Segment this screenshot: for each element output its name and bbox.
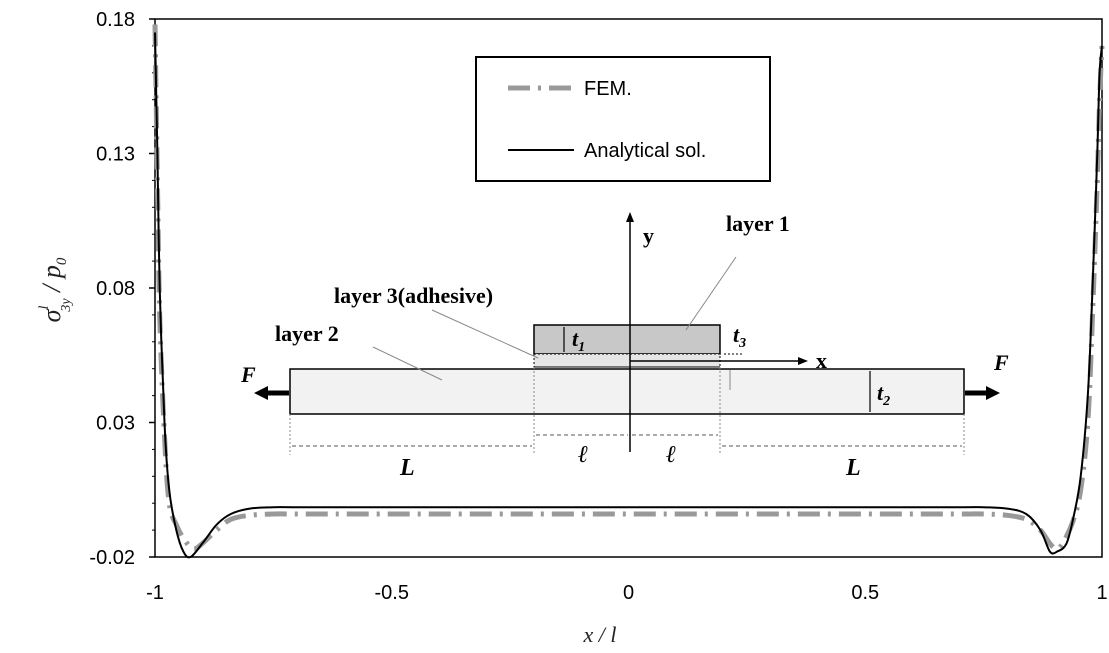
x-arrowhead-icon bbox=[798, 357, 808, 365]
layer2-plate bbox=[289, 368, 965, 415]
force-right-arrowhead-icon bbox=[986, 386, 1000, 400]
legend-label-analytical: Analytical sol. bbox=[584, 140, 706, 162]
x-tick-label: 1 bbox=[1096, 582, 1107, 604]
y-tick-label: 0.13 bbox=[96, 144, 135, 166]
series-line-analytical bbox=[154, 32, 1103, 559]
x-tick-label: -1 bbox=[146, 582, 164, 604]
y-label-sigma: σ bbox=[37, 308, 66, 322]
x-tick-label: 0.5 bbox=[851, 582, 879, 604]
force-left-label: F bbox=[240, 362, 256, 387]
y-arrowhead-icon bbox=[626, 212, 634, 222]
y-tick-label: 0.18 bbox=[96, 9, 135, 31]
y-tick-labels: -0.02 0.03 0.08 0.13 0.18 bbox=[89, 9, 155, 569]
y-tick-label: -0.02 bbox=[89, 547, 135, 569]
inset-x-label: x bbox=[816, 348, 827, 373]
t2-label: t2 bbox=[877, 380, 890, 409]
layer2-leader bbox=[372, 346, 443, 381]
x-tick-label: 0 bbox=[623, 582, 634, 604]
legend: FEM. Analytical sol. bbox=[475, 56, 771, 182]
x-tick-labels: -1 -0.5 0 0.5 1 bbox=[146, 582, 1107, 604]
L-right-label: L bbox=[845, 455, 861, 481]
y-tick-label: 0.03 bbox=[96, 413, 135, 435]
L-left-label: L bbox=[399, 455, 415, 481]
layer2-label: layer 2 bbox=[275, 321, 339, 346]
y-axis-label: σl 3y / p0 bbox=[37, 257, 74, 322]
force-left-arrowhead-icon bbox=[254, 386, 268, 400]
y-label-rest-subscript: 0 bbox=[54, 257, 70, 265]
ell-left-label: ℓ bbox=[578, 442, 588, 468]
joint-schematic-inset: y x layer 1 layer 2 layer 3(adhesive) t1… bbox=[240, 211, 1009, 481]
ell-right-label: ℓ bbox=[666, 442, 676, 468]
layer3-leader bbox=[431, 309, 539, 359]
layer3-label: layer 3(adhesive) bbox=[334, 283, 493, 308]
y-label-rest: / p bbox=[37, 265, 66, 298]
force-right-label: F bbox=[993, 350, 1009, 375]
y-label-superscript: l bbox=[37, 306, 52, 310]
y-label-subscript: 3y bbox=[59, 298, 74, 313]
legend-label-fem: FEM. bbox=[584, 78, 632, 100]
y-tick-label: 0.08 bbox=[96, 278, 135, 300]
layer1-leader bbox=[685, 256, 737, 331]
inset-y-label: y bbox=[643, 223, 654, 248]
t1-label: t1 bbox=[572, 326, 585, 355]
legend-box bbox=[475, 56, 771, 182]
x-axis-label: x / l bbox=[583, 622, 617, 647]
t3-label: t3 bbox=[733, 322, 746, 351]
layer1-label: layer 1 bbox=[726, 211, 790, 236]
x-tick-label: -0.5 bbox=[375, 582, 409, 604]
layer1-plate bbox=[533, 324, 721, 355]
y-minor-ticks bbox=[152, 18, 155, 558]
